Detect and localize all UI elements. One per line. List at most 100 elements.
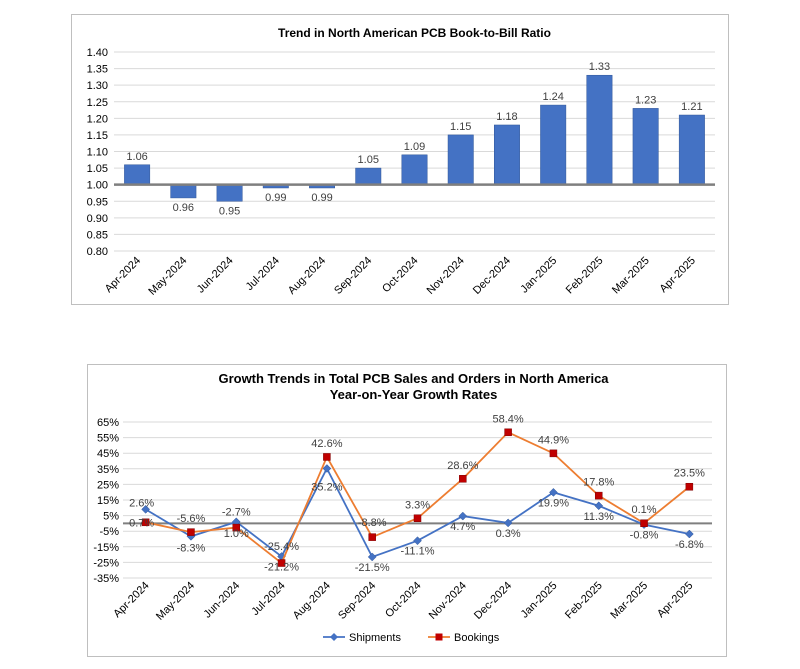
- x-tick-label: Feb-2025: [564, 255, 606, 297]
- shipments-data-label: 0.3%: [496, 528, 521, 540]
- x-tick-label: Apr-2025: [658, 255, 698, 295]
- y-tick-label: 1.40: [87, 47, 108, 59]
- legend-shipments-marker: [330, 633, 338, 641]
- y-tick-label: -25%: [93, 557, 119, 569]
- bookings-data-label: 17.8%: [583, 477, 614, 489]
- bookings-data-label: -25.4%: [264, 541, 299, 553]
- x-tick-label: Jul-2024: [244, 255, 282, 293]
- shipments-data-label: 11.3%: [584, 511, 615, 523]
- y-tick-label: 1.05: [87, 163, 108, 175]
- bookings-data-label: -5.6%: [177, 513, 206, 525]
- bookings-data-label: -8.8%: [358, 517, 387, 529]
- x-tick-label: Jun-2024: [201, 580, 242, 621]
- bookings-data-label: 3.3%: [405, 499, 430, 511]
- x-tick-label: Nov-2024: [427, 580, 469, 622]
- shipments-point: [413, 536, 422, 546]
- bookings-point: [277, 559, 286, 567]
- x-tick-label: Aug-2024: [286, 255, 328, 297]
- bar-data-label: 1.21: [681, 101, 702, 113]
- y-tick-label: -15%: [93, 542, 119, 554]
- bookings-point: [187, 528, 195, 536]
- shipments-data-label: -21.2%: [264, 561, 299, 573]
- shipments-data-label: 2.6%: [129, 497, 154, 509]
- x-tick-label: Mar-2025: [610, 255, 652, 297]
- book-to-bill-chart: Trend in North American PCB Book-to-Bill…: [71, 14, 729, 305]
- x-tick-label: Sep-2024: [332, 255, 374, 297]
- bar: [678, 114, 705, 185]
- y-tick-label: 1.15: [87, 130, 108, 142]
- x-tick-label: Jan-2025: [519, 580, 560, 621]
- bar-data-label: 1.06: [126, 151, 147, 163]
- bar-data-label: 0.95: [219, 205, 240, 217]
- bookings-point: [141, 518, 150, 527]
- shipments-data-label: -0.8%: [630, 530, 659, 542]
- chart-subtitle: Year-on-Year Growth Rates: [330, 387, 498, 402]
- x-tick-label: Feb-2025: [563, 580, 605, 622]
- bar-data-label: 1.33: [589, 61, 610, 73]
- x-tick-label: Apr-2025: [655, 580, 695, 620]
- legend-bookings-label: Bookings: [454, 632, 500, 644]
- shipments-data-label: 1.0%: [224, 528, 249, 540]
- x-tick-label: Mar-2025: [608, 580, 650, 622]
- bar: [493, 124, 520, 185]
- book-to-bill-svg: Trend in North American PCB Book-to-Bill…: [87, 26, 715, 298]
- shipments-point: [322, 464, 332, 473]
- bookings-point: [413, 514, 422, 523]
- y-tick-label: 1.30: [87, 80, 108, 92]
- bar-data-label: 1.23: [635, 94, 656, 106]
- shipments-data-label: -21.5%: [355, 562, 390, 574]
- bookings-data-label: -2.7%: [222, 507, 251, 519]
- shipments-point: [367, 552, 377, 562]
- y-tick-label: 0.80: [87, 246, 108, 258]
- shipments-data-label: -8.3%: [177, 542, 206, 554]
- shipments-point: [594, 501, 604, 511]
- x-tick-label: Sep-2024: [336, 580, 378, 622]
- bar-data-label: 0.99: [311, 192, 332, 204]
- shipments-point: [141, 505, 151, 514]
- x-tick-label: Dec-2024: [471, 255, 513, 297]
- y-tick-label: -35%: [93, 573, 119, 585]
- x-tick-label: Jul-2024: [249, 580, 287, 618]
- y-tick-label: 35%: [97, 464, 119, 476]
- bar-data-label: 1.24: [542, 91, 563, 103]
- x-tick-label: Oct-2024: [383, 580, 423, 620]
- shipments-point: [458, 511, 468, 521]
- y-tick-label: 65%: [97, 417, 119, 429]
- y-tick-label: 1.10: [87, 147, 108, 159]
- growth-trends-svg: Growth Trends in Total PCB Sales and Ord…: [93, 371, 712, 644]
- bar-data-label: 1.18: [496, 111, 517, 123]
- y-tick-label: 1.00: [87, 180, 108, 192]
- bar: [124, 164, 151, 185]
- y-tick-label: 5%: [103, 511, 119, 523]
- legend-bookings-marker: [435, 633, 443, 641]
- bookings-point: [549, 449, 558, 458]
- x-tick-label: May-2024: [154, 580, 197, 623]
- shipments-data-label: 4.7%: [450, 521, 475, 533]
- bar-data-label: 1.15: [450, 121, 471, 133]
- growth-trends-chart: Growth Trends in Total PCB Sales and Ord…: [87, 364, 727, 657]
- x-tick-label: Apr-2024: [111, 580, 151, 620]
- shipments-point: [684, 529, 694, 539]
- x-tick-label: Jan-2025: [518, 255, 559, 296]
- bookings-point: [232, 523, 241, 532]
- shipments-point: [503, 518, 513, 528]
- bar: [586, 74, 613, 185]
- y-tick-label: 45%: [97, 448, 119, 460]
- x-tick-label: Apr-2024: [103, 255, 143, 295]
- legend-shipments-label: Shipments: [349, 632, 401, 644]
- shipments-data-label: 19.9%: [538, 497, 569, 509]
- shipments-data-label: -6.8%: [675, 539, 704, 551]
- bar: [355, 167, 382, 185]
- bookings-data-label: 42.6%: [311, 438, 342, 450]
- y-tick-label: 25%: [97, 479, 119, 491]
- y-tick-label: 0.95: [87, 196, 108, 208]
- bar: [401, 154, 428, 185]
- bookings-point: [368, 533, 376, 541]
- y-tick-label: 1.20: [87, 113, 108, 125]
- y-tick-label: 1.25: [87, 97, 108, 109]
- y-tick-label: 55%: [97, 433, 119, 445]
- y-tick-label: 1.35: [87, 64, 108, 76]
- bar: [216, 184, 243, 202]
- bar-data-label: 1.09: [404, 141, 425, 153]
- bookings-data-label: 23.5%: [674, 468, 705, 480]
